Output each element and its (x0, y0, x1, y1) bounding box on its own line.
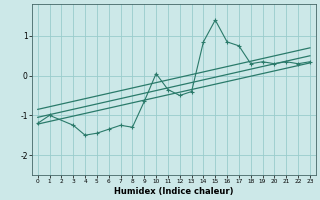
X-axis label: Humidex (Indice chaleur): Humidex (Indice chaleur) (114, 187, 234, 196)
